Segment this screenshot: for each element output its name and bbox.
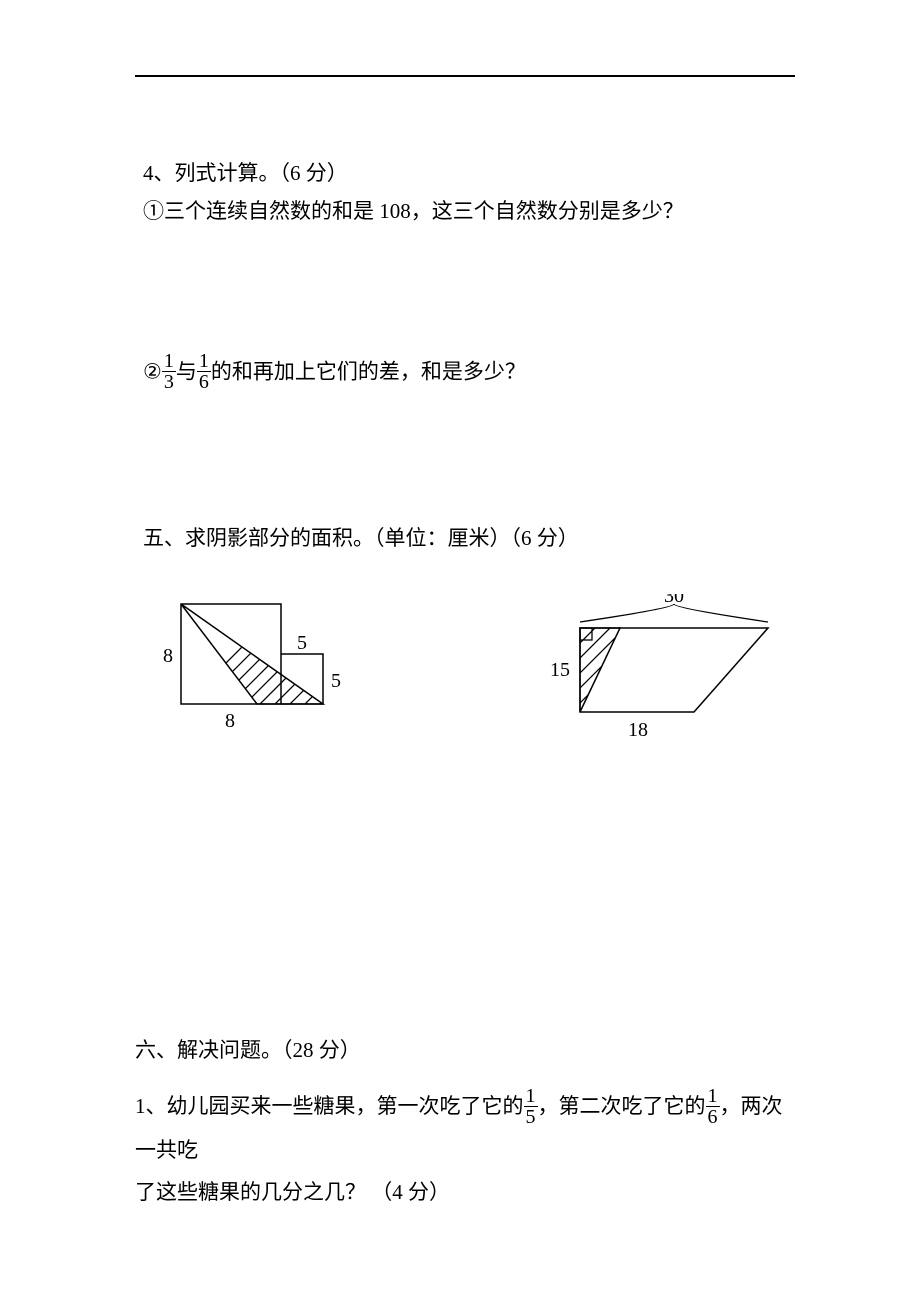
- q4-sub2-mid: 与: [176, 360, 197, 384]
- q6-p1-a: 1、幼儿园买来一些糖果，第一次吃了它的: [135, 1094, 524, 1118]
- fig1-right-label: 5: [331, 670, 341, 692]
- q4-sub2: ② 1 3 与 1 6 的和再加上它们的差，和是多少？: [143, 353, 790, 394]
- frac-den: 6: [197, 372, 211, 392]
- fraction-1-6: 1 6: [197, 351, 211, 392]
- fig1-top-right-label: 5: [297, 632, 307, 654]
- q4-sub2-prefix: ②: [143, 360, 162, 384]
- frac-den: 6: [706, 1107, 720, 1127]
- fig2-bottom-label: 18: [628, 719, 648, 741]
- figures-row: 8 5 5 8: [135, 594, 790, 764]
- fraction-1-5: 1 5: [524, 1086, 538, 1127]
- q4-sub2-suffix: 的和再加上它们的差，和是多少？: [211, 360, 526, 384]
- fig1-left-label: 8: [163, 645, 173, 667]
- fig2-top-label: 30: [664, 594, 684, 607]
- q6-p1-b: ，第二次吃了它的: [538, 1094, 706, 1118]
- fig2-left-label: 15: [550, 659, 570, 681]
- figure-1: 8 5 5 8: [145, 594, 345, 764]
- frac-num: 1: [197, 351, 211, 372]
- q4-title: 4、列式计算。（6 分）: [143, 157, 790, 191]
- q6-title: 六、解决问题。（28 分）: [135, 1034, 790, 1068]
- figure-2: 30 15 18: [524, 594, 784, 764]
- frac-num: 1: [162, 351, 176, 372]
- q6-p1-d: 了这些糖果的几分之几？ （4 分）: [135, 1180, 450, 1204]
- fraction-1-3: 1 3: [162, 351, 176, 392]
- top-rule: [135, 75, 795, 77]
- q5-title: 五、求阴影部分的面积。（单位：厘米）（6 分）: [143, 522, 790, 556]
- frac-den: 3: [162, 372, 176, 392]
- q4-sub1: ①三个连续自然数的和是 108，这三个自然数分别是多少？: [143, 195, 790, 229]
- frac-num: 1: [706, 1086, 720, 1107]
- q6-problem-1: 1、幼儿园买来一些糖果，第一次吃了它的 1 5 ，第二次吃了它的 1 6 ，两次…: [135, 1085, 790, 1213]
- fraction-1-6: 1 6: [706, 1086, 720, 1127]
- fig1-bottom-label: 8: [225, 710, 235, 732]
- frac-den: 5: [524, 1107, 538, 1127]
- frac-num: 1: [524, 1086, 538, 1107]
